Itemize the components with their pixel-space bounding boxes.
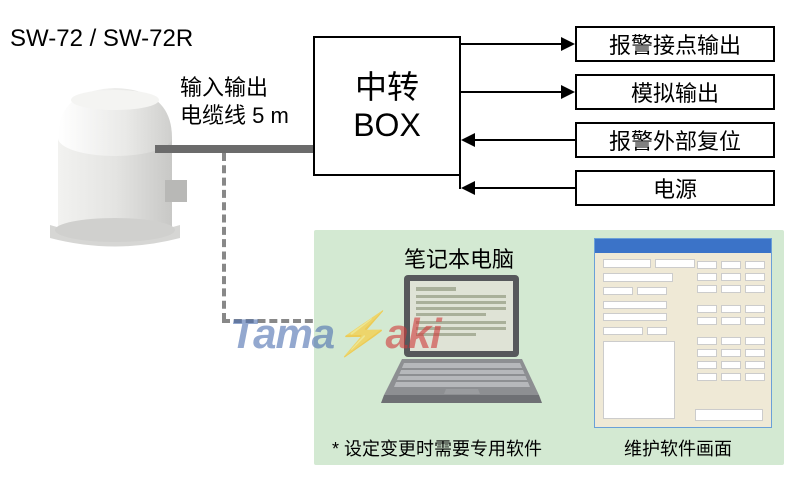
output-label-0: 报警接点输出 [609, 28, 741, 60]
output-box-0: 报警接点输出 [575, 26, 775, 62]
sw-field [745, 349, 765, 357]
sw-field [697, 317, 717, 325]
sw-field [697, 273, 717, 281]
watermark-part2: aki [385, 310, 440, 357]
sw-field [721, 361, 741, 369]
sw-field [721, 285, 741, 293]
laptop-heading: 笔记本电脑 [404, 242, 514, 274]
diagram-canvas: SW-72 / SW-72R 输入输出 电缆线 [0, 0, 800, 500]
cable-solid [155, 145, 313, 153]
sw-panel [603, 341, 675, 419]
relay-box-line2: BOX [353, 106, 421, 144]
sw-field [721, 373, 741, 381]
sw-field [603, 327, 643, 335]
arrow-head-1 [561, 85, 575, 99]
output-label-3: 电源 [653, 172, 697, 204]
sw-field [745, 373, 765, 381]
arrow-stub-3 [459, 176, 461, 189]
sw-field [721, 349, 741, 357]
watermark: Tama⚡aki [230, 310, 441, 359]
sw-field [745, 317, 765, 325]
sw-field [697, 361, 717, 369]
sw-field [721, 317, 741, 325]
arrow-head-2 [461, 133, 475, 147]
sw-field [603, 273, 673, 282]
arrow-line-3 [475, 187, 575, 189]
sensor-svg [30, 70, 200, 250]
laptop-note: * 设定变更时需要专用软件 [332, 435, 542, 461]
sw-field [745, 285, 765, 293]
sw-field [603, 313, 667, 321]
arrow-head-0 [561, 37, 575, 51]
sw-field [745, 337, 765, 345]
sw-field [721, 261, 741, 269]
cable-dash-vert [222, 153, 226, 321]
arrow-line-2 [475, 139, 575, 141]
model-title: SW-72 / SW-72R [10, 25, 193, 53]
watermark-part1: Tama [230, 310, 334, 357]
cable-label-2: 电缆线 5 m [180, 98, 289, 130]
output-box-3: 电源 [575, 170, 775, 206]
sw-field [745, 361, 765, 369]
sw-field [697, 305, 717, 313]
sw-field [721, 273, 741, 281]
output-box-2: 报警外部复位 [575, 122, 775, 158]
sw-field [697, 261, 717, 269]
arrow-head-3 [461, 181, 475, 195]
software-screenshot [594, 238, 772, 428]
output-label-2: 报警外部复位 [609, 124, 741, 156]
sw-field [745, 261, 765, 269]
sw-field [697, 373, 717, 381]
sw-field [655, 259, 695, 268]
arrow-line-0 [461, 43, 565, 45]
sw-field [697, 285, 717, 293]
relay-box: 中转 BOX [313, 36, 461, 176]
relay-box-line1: 中转 [355, 68, 419, 106]
output-label-1: 模拟输出 [631, 76, 719, 108]
sw-field [603, 301, 667, 309]
screenshot-caption: 维护软件画面 [624, 435, 732, 461]
sw-field [745, 305, 765, 313]
sw-field [721, 305, 741, 313]
output-box-1: 模拟输出 [575, 74, 775, 110]
sw-field [745, 273, 765, 281]
sw-field [697, 349, 717, 357]
sw-field [603, 287, 633, 295]
software-titlebar [595, 239, 771, 253]
sw-field [603, 259, 651, 268]
sw-field [697, 337, 717, 345]
sw-field [637, 287, 667, 295]
sw-button [695, 409, 763, 421]
arrow-line-1 [461, 91, 565, 93]
sw-field [721, 337, 741, 345]
sensor-device [30, 70, 200, 250]
sw-field [647, 327, 667, 335]
